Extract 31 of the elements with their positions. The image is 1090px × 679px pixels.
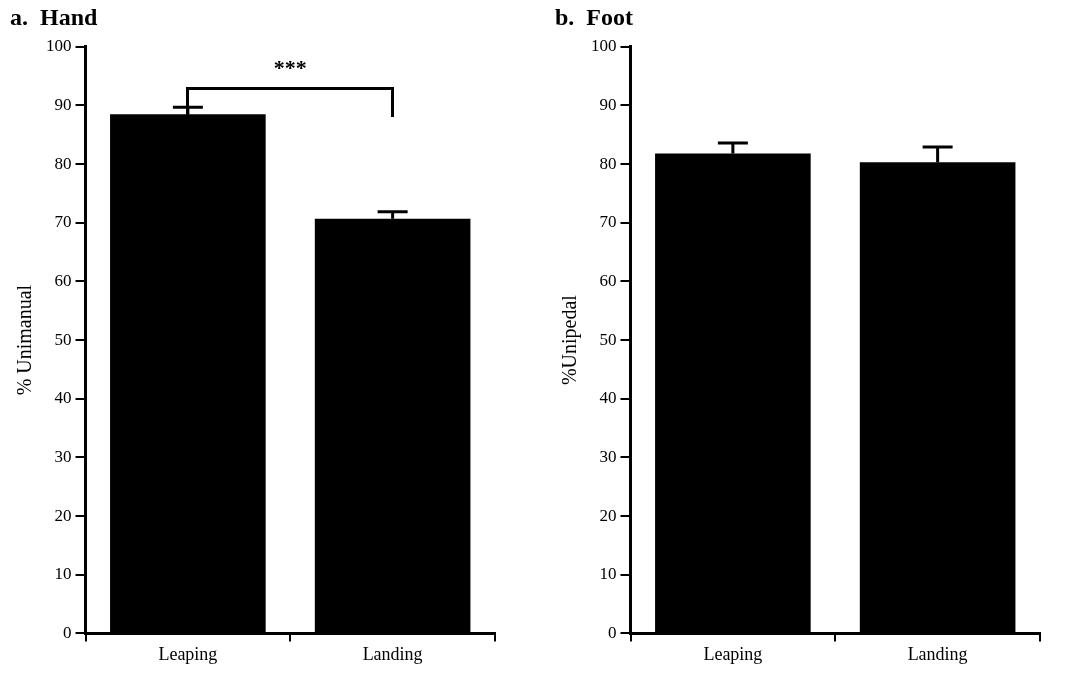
y-tick-label: 50 — [54, 329, 72, 349]
y-tick-label: 90 — [54, 94, 72, 114]
y-tick-label: 70 — [54, 212, 72, 232]
y-tick-label: 40 — [599, 388, 617, 408]
y-tick-label: 10 — [599, 564, 617, 584]
y-axis-title: %Unipedal — [558, 294, 582, 386]
y-tick-label: 70 — [599, 212, 617, 232]
chart-title: b. Foot — [555, 3, 634, 30]
y-tick-label: 90 — [599, 94, 617, 114]
y-axis-title: % Unimanual — [13, 284, 36, 396]
y-tick-label: 100 — [591, 36, 617, 56]
y-tick-label: 60 — [599, 270, 617, 290]
y-tick-label: 30 — [54, 446, 72, 466]
y-tick-label: 40 — [54, 388, 72, 408]
x-tick-label: Landing — [907, 643, 968, 664]
x-tick-label: Landing — [362, 643, 423, 664]
chart-title: a. Hand — [10, 3, 99, 30]
y-tick-label: 30 — [599, 446, 617, 466]
y-tick-label: 10 — [54, 564, 72, 584]
y-tick-label: 0 — [608, 622, 617, 642]
y-tick-label: 20 — [54, 505, 72, 525]
y-tick-label: 80 — [599, 153, 617, 173]
y-tick-label: 0 — [63, 622, 72, 642]
y-tick-label: 20 — [599, 505, 617, 525]
y-tick-label: 80 — [54, 153, 72, 173]
y-tick-label: 60 — [54, 270, 72, 290]
x-tick-label: Leaping — [158, 643, 218, 664]
annotation: *** — [273, 55, 307, 81]
x-tick-label: Leaping — [703, 643, 763, 664]
y-tick-label: 100 — [46, 36, 72, 56]
y-tick-label: 50 — [599, 329, 617, 349]
